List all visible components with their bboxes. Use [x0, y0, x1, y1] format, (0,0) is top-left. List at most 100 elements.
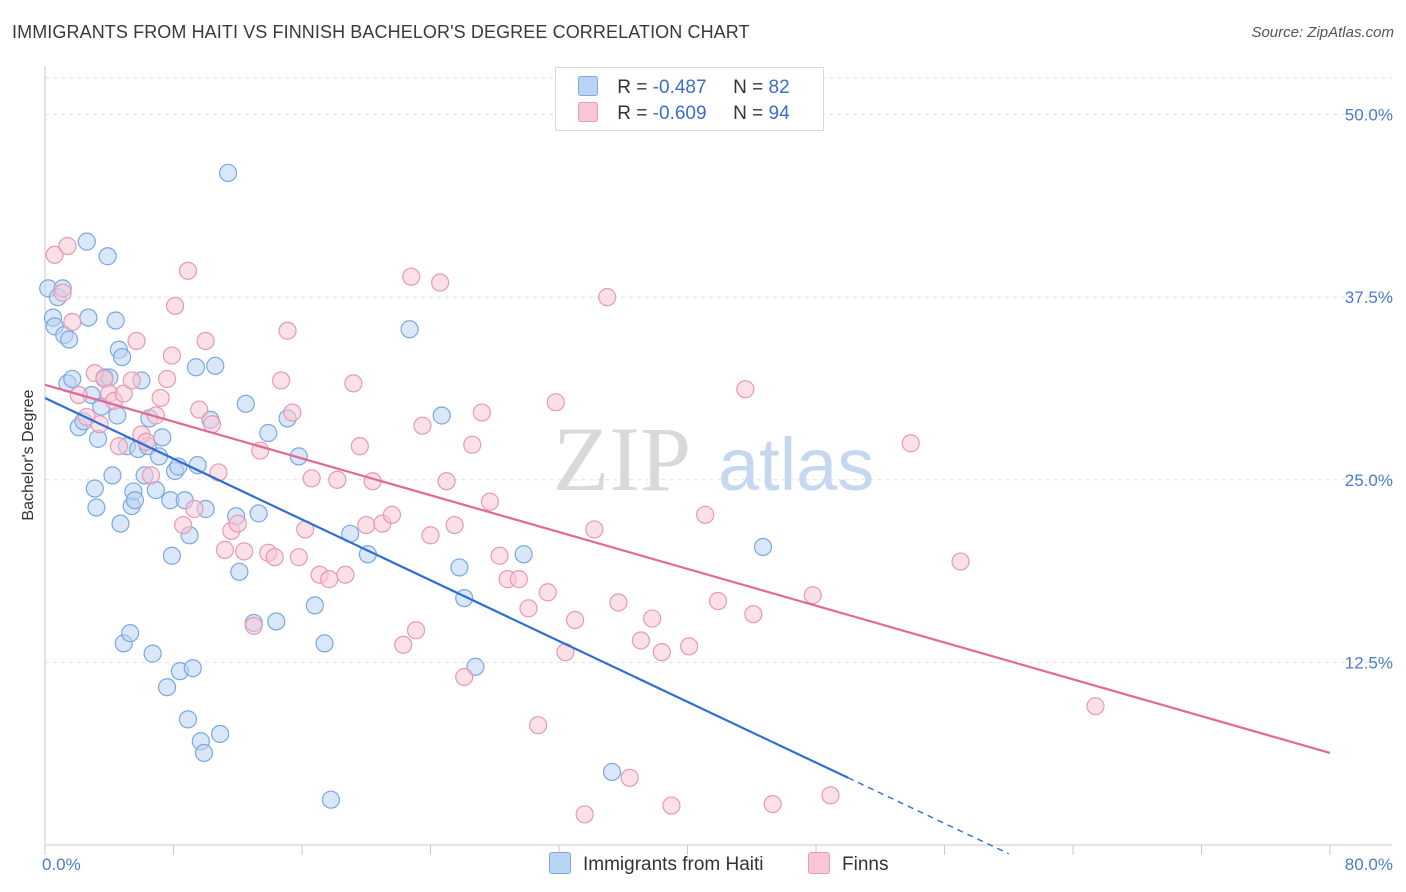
finns-point [402, 267, 421, 286]
finns-point [289, 548, 308, 567]
finns-point [509, 570, 528, 589]
legend-n-label: N = [733, 103, 764, 124]
haiti-point [321, 790, 341, 809]
haiti-point [125, 491, 145, 510]
finns-point [344, 374, 363, 393]
haiti-point [103, 466, 122, 485]
finns-point [185, 499, 204, 519]
y-tick-label: 25.0% [1345, 471, 1393, 490]
source-label: Source: ZipAtlas.com [1251, 24, 1394, 41]
finns-point [320, 570, 339, 589]
series-haiti-points [39, 163, 773, 809]
haiti-point [236, 394, 255, 413]
finns-point [302, 469, 321, 488]
finns-point [244, 616, 263, 635]
legend-swatch-haiti [549, 852, 571, 874]
y-tick-label: 37.5% [1345, 288, 1393, 307]
finns-point [283, 403, 302, 422]
haiti-point [466, 657, 485, 676]
haiti-point [112, 347, 132, 367]
haiti-point [149, 447, 169, 466]
finns-point [350, 437, 369, 456]
legend-label-finns: Finns [842, 854, 889, 875]
haiti-point [178, 710, 198, 729]
y-tick-label: 50.0% [1345, 106, 1393, 125]
haiti-point [514, 545, 533, 564]
haiti-point [87, 498, 106, 517]
legend-r-label: R = [617, 77, 648, 98]
legend-row-haiti: R = -0.487 N = 82 [578, 76, 790, 100]
finns-point [538, 583, 557, 602]
finns-point [272, 371, 291, 390]
finns-point [901, 434, 920, 453]
legend-r-label: R = [617, 103, 648, 124]
haiti-point [432, 406, 451, 425]
haiti-point [77, 232, 96, 251]
finns-point [413, 416, 432, 435]
haiti-point [267, 612, 286, 631]
haiti-point [143, 644, 162, 663]
haiti-point [305, 596, 324, 615]
finns-point [162, 346, 181, 365]
finns-point [662, 796, 681, 815]
finns-point [265, 548, 284, 567]
haiti-point [400, 320, 419, 339]
finns-point [157, 369, 177, 389]
haiti-point [210, 724, 230, 744]
legend-r-value: -0.487 [652, 77, 707, 98]
legend-swatch-finns [808, 852, 830, 874]
finns-point [215, 540, 234, 559]
finns-point [546, 393, 565, 412]
finns-point [63, 312, 82, 332]
correlation-legend: R = -0.487 N = 82 R = -0.609 N = 94 [555, 67, 824, 131]
finns-point [445, 515, 464, 535]
finns-point [575, 805, 594, 824]
haiti-point [79, 308, 98, 327]
tick-labels: 12.5% 25.0% 37.5% 50.0% 0.0% 80.0% [42, 106, 1393, 874]
haiti-point [59, 330, 79, 349]
finns-point [463, 435, 482, 454]
finns-point [209, 463, 228, 482]
watermark-atlas: atlas [718, 423, 874, 506]
legend-n-label: N = [733, 77, 764, 98]
finns-point [652, 643, 671, 662]
haiti-trend-line [44, 396, 849, 779]
watermark: ZIP atlas [553, 408, 874, 510]
haiti-point [259, 423, 278, 443]
haiti-point [753, 537, 773, 557]
finns-point [174, 515, 193, 535]
legend-item-finns: Finns [808, 852, 888, 876]
finns-point [235, 542, 254, 561]
finns-point [455, 667, 474, 687]
finns-point [58, 236, 77, 256]
haiti-point [157, 678, 177, 697]
x-tick-label: 0.0% [42, 855, 81, 874]
legend-r-value: -0.609 [652, 103, 707, 124]
finns-point [178, 261, 198, 280]
finns-point [620, 768, 639, 787]
haiti-point [230, 562, 249, 581]
haiti-point [106, 311, 125, 330]
finns-point [763, 794, 782, 814]
finns-point [421, 526, 440, 545]
finns-point [951, 552, 970, 571]
finns-point [744, 605, 763, 624]
finns-point [151, 388, 170, 408]
finns-point [631, 631, 651, 650]
finns-point [472, 403, 491, 422]
finns-point [394, 635, 413, 654]
haiti-point [602, 762, 622, 782]
finns-point [803, 586, 822, 605]
finns-point [736, 380, 755, 399]
haiti-point [450, 558, 469, 577]
finns-point [529, 716, 548, 735]
finns-point [190, 400, 209, 419]
haiti-point [186, 358, 206, 377]
finns-point [643, 609, 662, 628]
legend-item-haiti: Immigrants from Haiti [549, 852, 764, 876]
haiti-point [183, 659, 202, 678]
finns-point [565, 610, 585, 630]
finns-point [166, 296, 185, 316]
finns-point [585, 520, 604, 539]
finns-point [519, 599, 538, 618]
